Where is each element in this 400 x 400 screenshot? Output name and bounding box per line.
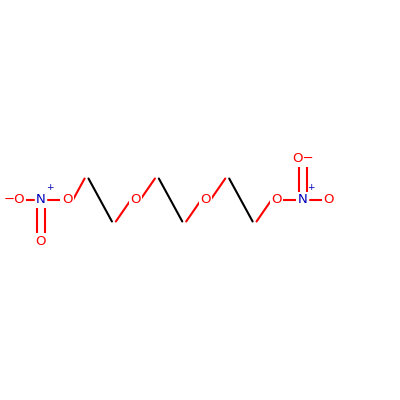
Text: +: + — [46, 183, 53, 192]
Text: −O: −O — [4, 194, 25, 206]
Text: O: O — [271, 194, 281, 206]
Text: N: N — [298, 194, 308, 206]
Text: O: O — [324, 194, 334, 206]
Text: N: N — [36, 194, 46, 206]
Text: +: + — [308, 183, 315, 192]
Text: O−: O− — [292, 152, 314, 166]
Text: O: O — [130, 194, 141, 206]
Text: O: O — [200, 194, 211, 206]
Text: O: O — [36, 234, 46, 248]
Text: O: O — [62, 194, 72, 206]
